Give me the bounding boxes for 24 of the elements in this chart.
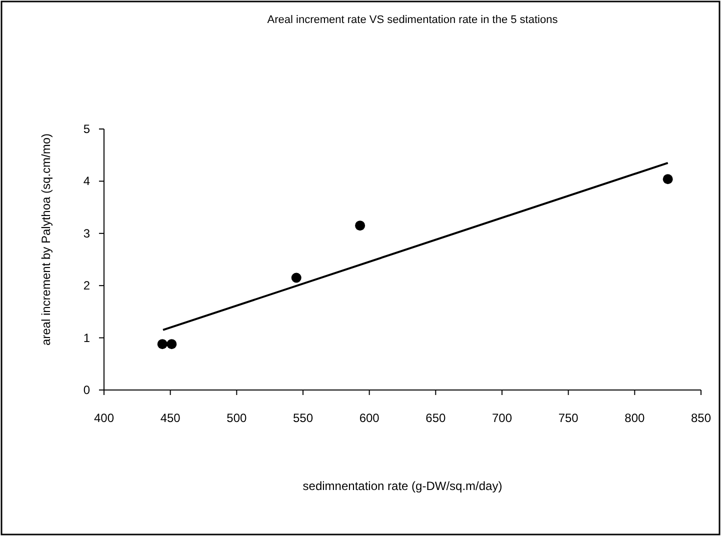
y-axis-title: areal increment by Palythoa (sq.cm/mo) (39, 133, 53, 346)
point (291, 272, 302, 283)
x-tick-label: 750 (558, 411, 579, 425)
y-tick-label: 4 (83, 174, 90, 188)
x-tick-label: 650 (426, 411, 446, 425)
point (157, 339, 168, 350)
point (355, 220, 366, 231)
x-tick-label: 850 (690, 411, 712, 425)
x-tick-label: 500 (226, 411, 247, 425)
y-tick-label: 2 (83, 278, 90, 293)
y-tick-label: 1 (83, 330, 90, 345)
point (166, 339, 177, 350)
x-tick-label: 450 (160, 411, 181, 425)
y-tick-label: 3 (83, 226, 90, 240)
x-tick-label: 600 (359, 411, 380, 425)
point (662, 174, 673, 184)
chart-title: Areal increment rate VS sedimentation rate in the 5 stations (267, 14, 558, 26)
y-tick-label: 0 (83, 383, 90, 397)
x-tick-label: 550 (292, 411, 314, 425)
x-tick-label: 700 (492, 411, 512, 425)
x-axis-title: sedimnentation rate (g-DW/sq.m/day) (302, 479, 502, 493)
x-tick-label: 800 (624, 411, 645, 425)
x-tick-label: 400 (94, 411, 114, 425)
y-tick-label: 5 (83, 122, 90, 136)
